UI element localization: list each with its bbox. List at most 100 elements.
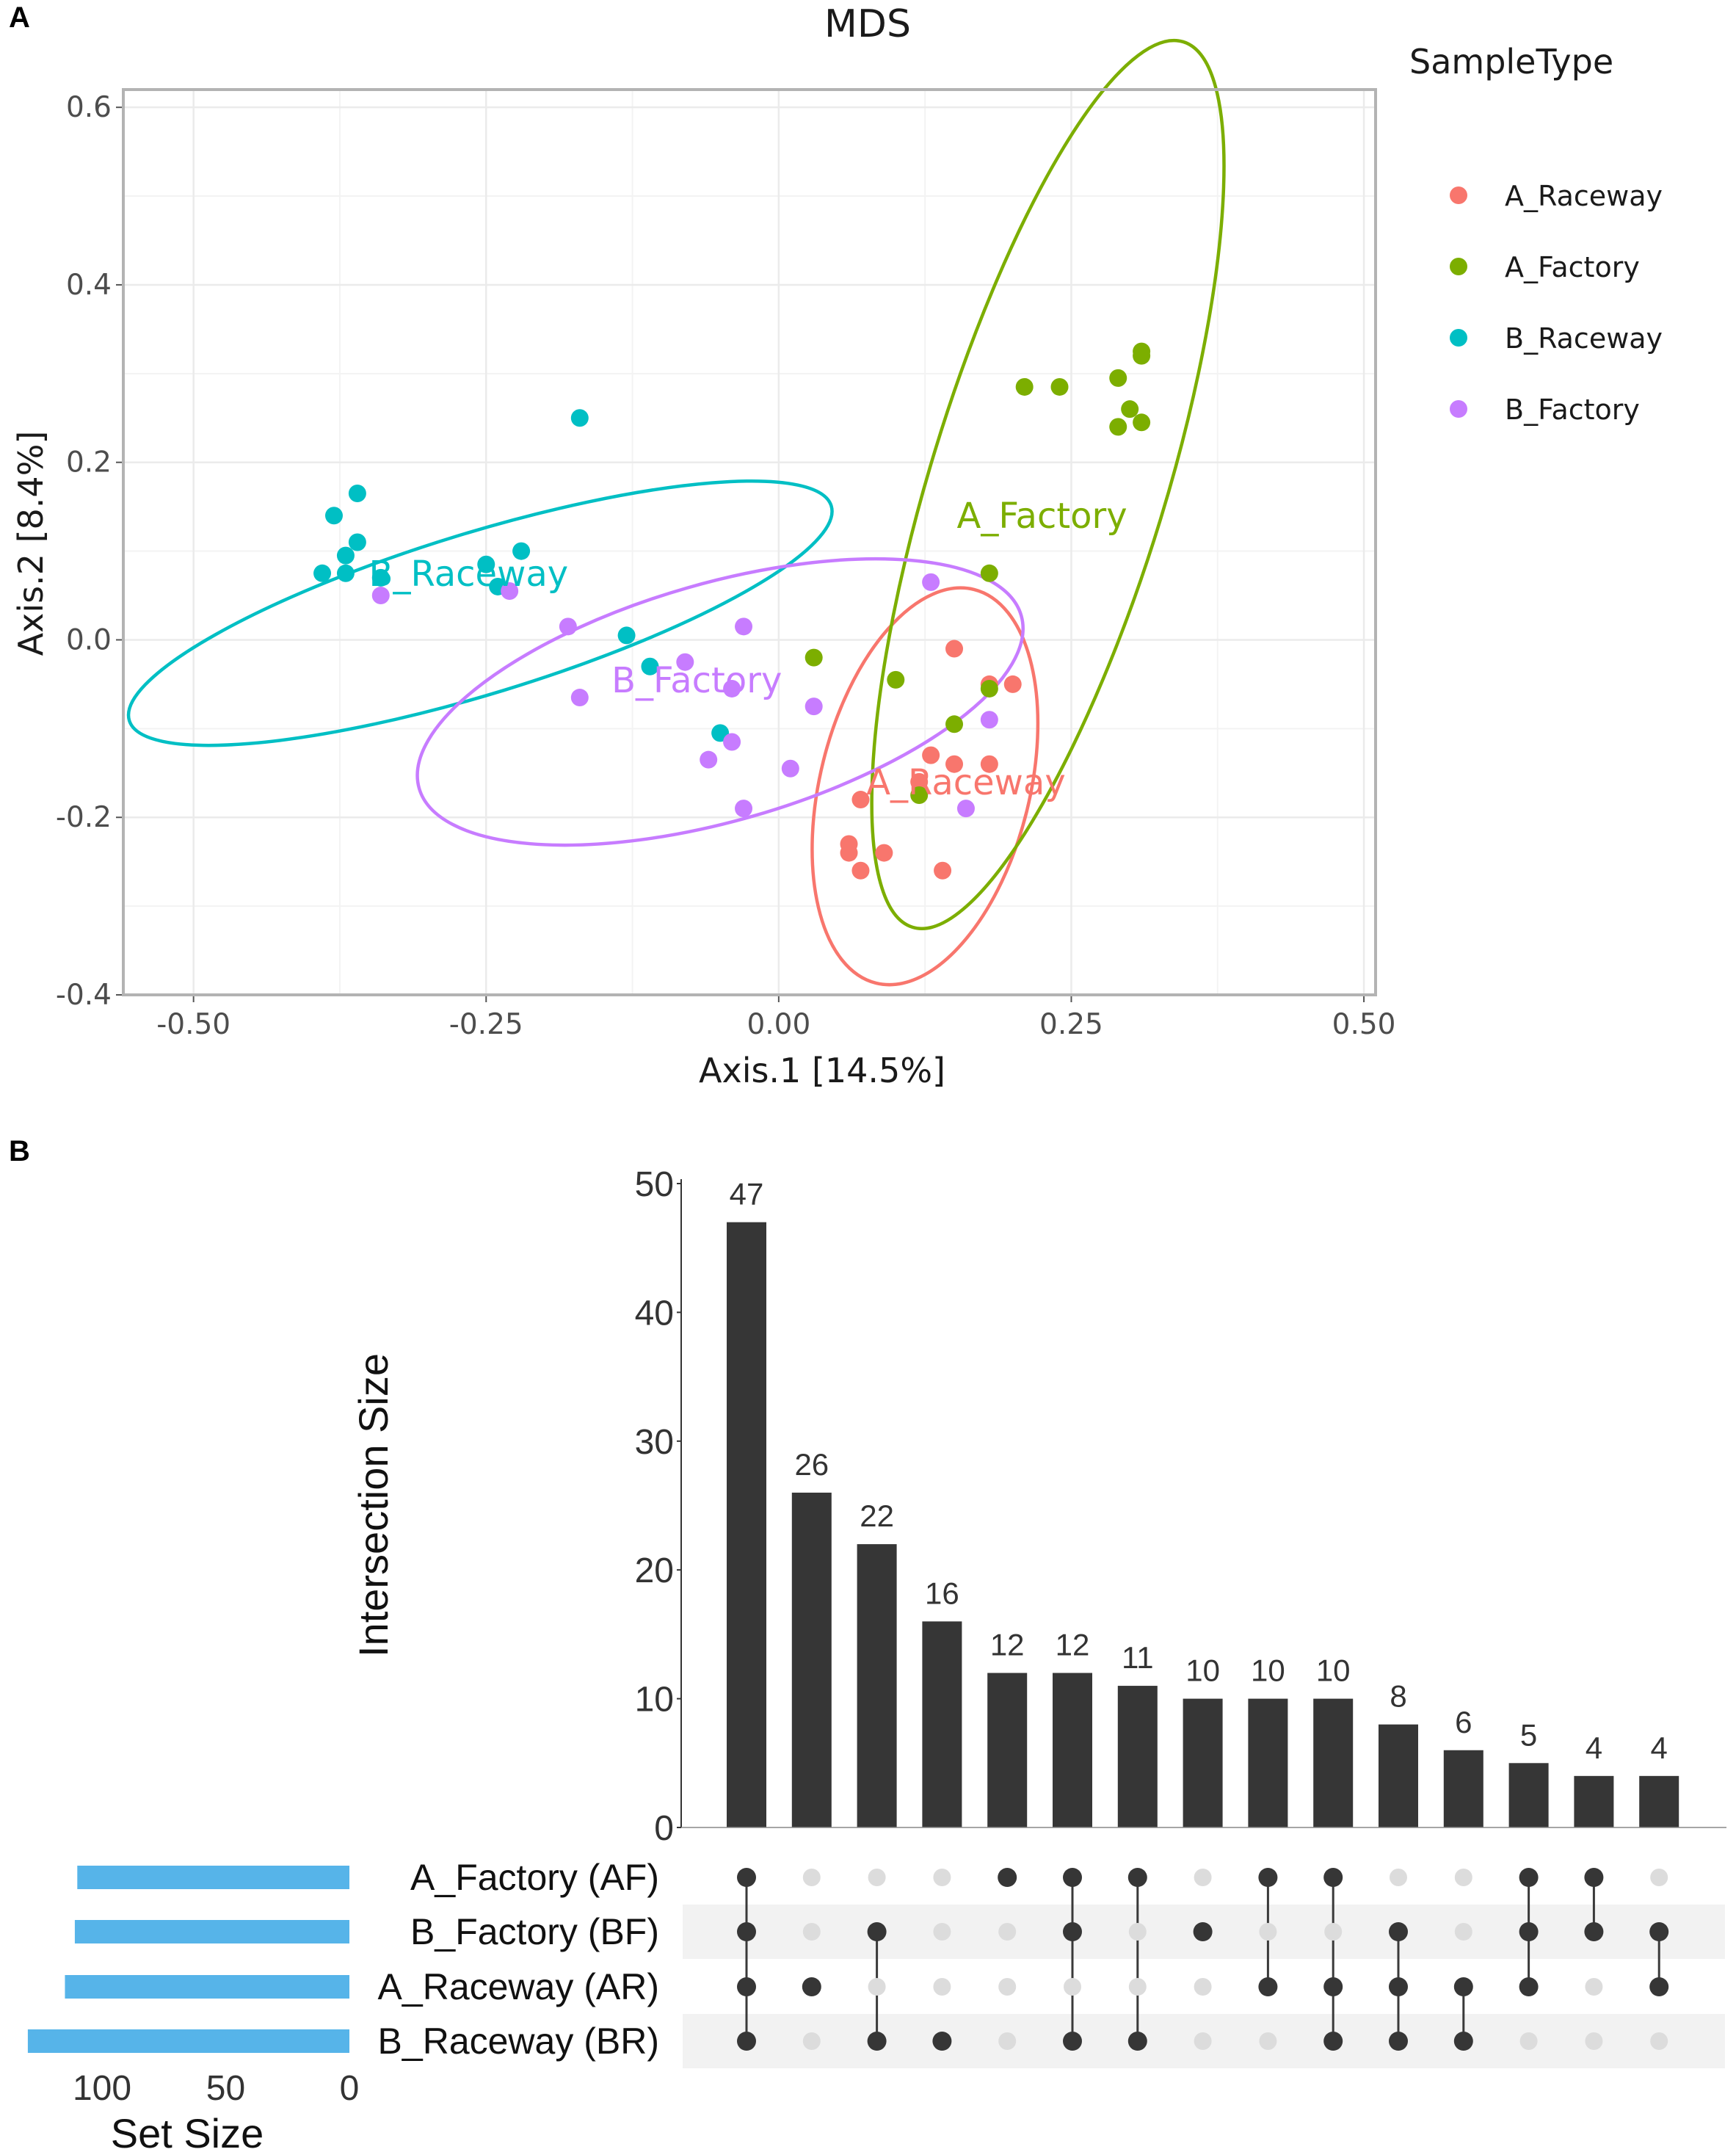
- y-tick-label: 0.0: [66, 623, 112, 656]
- matrix-dot-filled: [1519, 1922, 1539, 1941]
- point-b-raceway: [617, 626, 636, 645]
- matrix-dot-empty: [1650, 1869, 1668, 1886]
- matrix-dot-filled: [1649, 1922, 1669, 1941]
- bar-value-label: 6: [1455, 1705, 1472, 1739]
- point-a-raceway: [840, 844, 858, 862]
- matrix-dot-filled: [1649, 1977, 1669, 1996]
- ellipse-label: A_Raceway: [866, 762, 1066, 803]
- point-b-raceway: [371, 568, 390, 587]
- legend-marker: [1450, 258, 1467, 275]
- matrix-dot-empty: [1585, 2032, 1603, 2050]
- intersection-bar: [1313, 1698, 1354, 1827]
- matrix-dot-empty: [802, 2032, 821, 2050]
- matrix-dot-filled: [932, 2032, 952, 2051]
- matrix-dot-filled: [737, 1922, 756, 1941]
- matrix-dot-empty: [1128, 1923, 1147, 1941]
- set-size-bar: [77, 1866, 350, 1889]
- bar-value-label: 16: [925, 1576, 959, 1610]
- legend-entry: B_Factory: [1505, 394, 1640, 426]
- point-a-raceway: [851, 791, 870, 809]
- plot-background: [123, 90, 1376, 995]
- legend-title: SampleType: [1409, 42, 1613, 81]
- point-b-raceway: [313, 564, 332, 582]
- y-tick-label: 0.4: [66, 269, 112, 302]
- intersection-bar: [1117, 1686, 1158, 1827]
- ellipse-b-raceway: [126, 479, 834, 747]
- bar-value-label: 5: [1520, 1717, 1537, 1752]
- bar-value-label: 4: [1586, 1731, 1602, 1765]
- point-b-raceway: [570, 409, 589, 427]
- matrix-dot-empty: [1585, 1978, 1603, 1996]
- x-tick-label: 0.00: [747, 1008, 810, 1041]
- legend-entry: B_Raceway: [1505, 322, 1663, 355]
- ellipse-label: B_Factory: [611, 660, 782, 701]
- set-size-tick-label: 0: [340, 2069, 360, 2108]
- matrix-dot-filled: [1389, 1977, 1408, 1996]
- point-a-factory: [1109, 369, 1127, 387]
- point-a-factory: [910, 786, 929, 805]
- intersection-bar: [1639, 1775, 1679, 1827]
- intersection-bar: [1443, 1750, 1483, 1827]
- matrix-dot-filled: [1063, 1868, 1082, 1887]
- point-b-raceway: [324, 507, 343, 525]
- y-tick-label: 40: [635, 1294, 674, 1333]
- matrix-dot-empty: [1390, 1869, 1407, 1886]
- matrix-dot-filled: [1519, 1977, 1539, 1996]
- matrix-dot-filled: [737, 1868, 756, 1887]
- legend-entry: A_Factory: [1505, 251, 1640, 283]
- bar-value-label: 26: [794, 1447, 829, 1482]
- y-axis-title: Intersection Size: [350, 1353, 396, 1657]
- ellipse-label: B_Raceway: [369, 554, 569, 595]
- matrix-dot-empty: [1128, 1978, 1147, 1996]
- point-b-factory: [723, 733, 741, 751]
- point-a-factory: [887, 670, 905, 689]
- y-axis-title: Axis.2 [8.4%]: [11, 431, 51, 656]
- point-a-factory: [1109, 418, 1127, 436]
- point-b-raceway: [641, 657, 659, 675]
- matrix-dot-filled: [1127, 2032, 1147, 2051]
- matrix-dot-empty: [868, 1978, 886, 1996]
- bar-value-label: 8: [1390, 1679, 1406, 1714]
- bar-value-label: 12: [1056, 1628, 1090, 1662]
- set-name-label: A_Raceway (AR): [378, 1966, 659, 2007]
- set-size-tick-label: 100: [73, 2069, 131, 2108]
- y-tick-label: 50: [635, 1165, 674, 1204]
- set-name-label: A_Factory (AF): [410, 1857, 659, 1898]
- point-b-raceway: [348, 485, 366, 503]
- point-a-factory: [805, 648, 823, 667]
- ellipse-a-factory: [870, 38, 1226, 930]
- matrix-dot-filled: [1258, 1868, 1278, 1887]
- y-tick-label: 10: [635, 1681, 674, 1720]
- y-tick-label: 0: [654, 1809, 674, 1848]
- matrix-dot-filled: [1453, 2032, 1473, 2051]
- matrix-dot-empty: [802, 1869, 821, 1886]
- matrix-dot-empty: [1454, 1923, 1472, 1941]
- mds-chart: -0.50 -0.25 0.00 0.25 0.50 -0.4 -0.2 0.0 0.2 0.4 0…: [11, 2, 1663, 1090]
- intersection-bar: [857, 1544, 897, 1827]
- point-b-factory: [922, 573, 940, 591]
- matrix-dot-filled: [1323, 1868, 1343, 1887]
- chart-title: MDS: [824, 2, 911, 46]
- point-b-factory: [559, 617, 577, 636]
- matrix-dot-filled: [867, 1922, 887, 1941]
- matrix-dot-empty: [998, 1923, 1017, 1941]
- y-tick-label: -0.2: [56, 801, 112, 834]
- legend-marker: [1450, 400, 1467, 418]
- point-b-factory: [980, 711, 998, 729]
- point-b-factory: [735, 617, 753, 636]
- intersection-bar: [1053, 1673, 1092, 1827]
- matrix-dot-filled: [1584, 1868, 1604, 1887]
- point-b-raceway: [336, 564, 355, 582]
- point-a-factory: [945, 715, 964, 733]
- y-tick-label: 0.2: [66, 446, 112, 479]
- matrix-dot-filled: [1389, 1922, 1408, 1941]
- matrix-dot-filled: [1258, 1977, 1278, 1996]
- matrix-dot-empty: [1259, 1923, 1277, 1941]
- set-size-tick-label: 50: [206, 2069, 245, 2108]
- point-a-factory: [980, 564, 998, 582]
- matrix-dot-filled: [998, 1868, 1017, 1887]
- matrix-dot-empty: [933, 1869, 951, 1886]
- matrix-dot-filled: [802, 1977, 821, 1996]
- point-b-factory: [676, 653, 694, 671]
